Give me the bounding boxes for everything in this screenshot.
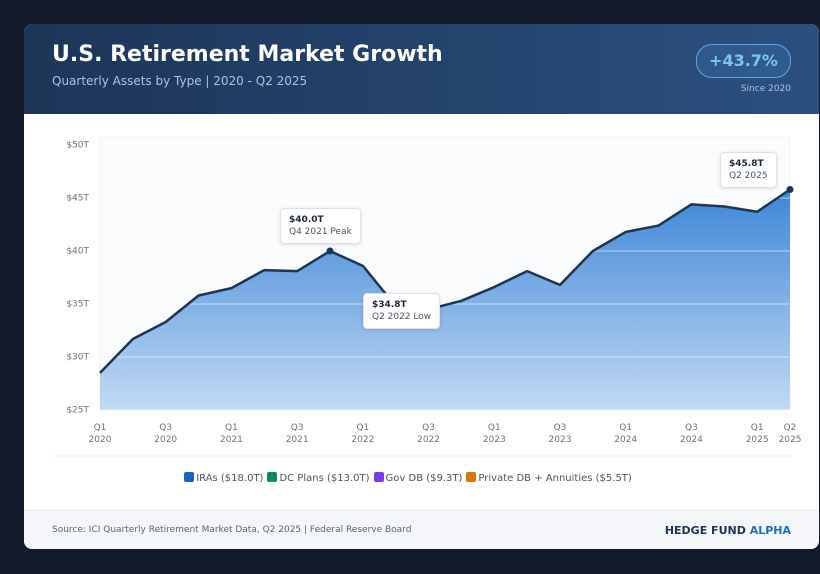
legend-label: DC Plans ($13.0T) (279, 473, 370, 484)
annotation-note: Q2 2025 (729, 171, 768, 181)
header: U.S. Retirement Market Growth Quarterly … (24, 24, 819, 114)
line (99, 188, 791, 374)
subtitle: Quarterly Assets by Type | 2020 - Q2 202… (52, 74, 308, 88)
x-tick-label: Q3 2024 (679, 423, 703, 445)
annotation-note: Q4 2021 Peak (289, 227, 352, 237)
legend: IRAs ($18.0T) DC Plans ($13.0T) Gov DB ($9… (0, 472, 820, 484)
badge: +43.7% (696, 44, 791, 78)
y-tick-label: $25T (66, 406, 89, 416)
y-tick-label: $30T (66, 353, 89, 363)
x-tick-label: Q2 2025 (778, 423, 802, 445)
x-tick-label: Q1 2023 (482, 423, 506, 445)
annotation-label: $40.0T (289, 215, 324, 225)
y-tick-label: $50T (66, 141, 89, 151)
annotation: $45.8T Q2 2025 (720, 152, 777, 188)
x-tick-label: Q3 2023 (548, 423, 572, 445)
brand-accent: ALPHA (749, 524, 791, 537)
annotation: $40.0T Q4 2021 Peak (280, 208, 361, 244)
legend-label: IRAs ($18.0T) (196, 473, 264, 484)
x-tick-label: Q1 2020 (88, 423, 112, 445)
brand-name: HEDGE FUND (664, 524, 746, 537)
y-tick-label: $35T (66, 300, 89, 310)
legend-swatch (466, 472, 477, 482)
x-tick-label: Q3 2021 (285, 423, 309, 445)
x-tick-label: Q3 2020 (154, 423, 178, 445)
y-tick-label: $45T (66, 194, 89, 204)
x-tick-label: Q1 2025 (745, 423, 769, 445)
annotation-note: Q2 2022 Low (372, 312, 432, 322)
annotation: $34.8T Q2 2022 Low (363, 293, 441, 329)
title: U.S. Retirement Market Growth (52, 42, 443, 67)
source: Source: ICI Quarterly Retirement Market … (52, 525, 412, 535)
x-tick-label: Q1 2021 (219, 423, 243, 445)
brand: HEDGE FUND ALPHA (665, 524, 791, 537)
legend-label: Gov DB ($9.3T) (385, 473, 463, 484)
area (100, 189, 790, 410)
legend-label: Private DB + Annuities ($5.5T) (478, 473, 632, 484)
annotation-label: $34.8T (372, 300, 407, 310)
x-tick-label: Q1 2022 (351, 423, 375, 445)
legend-swatch (184, 472, 195, 482)
x-tick-label: Q3 2022 (417, 423, 441, 445)
point (786, 186, 794, 194)
point (326, 247, 334, 255)
badge-note: Since 2020 (740, 84, 791, 94)
footer: Source: ICI Quarterly Retirement Market … (24, 510, 819, 549)
legend-swatch (267, 472, 278, 482)
annotation-label: $45.8T (729, 159, 764, 169)
y-tick-label: $40T (66, 247, 89, 257)
x-tick-label: Q1 2024 (614, 423, 638, 445)
legend-swatch (373, 472, 384, 482)
